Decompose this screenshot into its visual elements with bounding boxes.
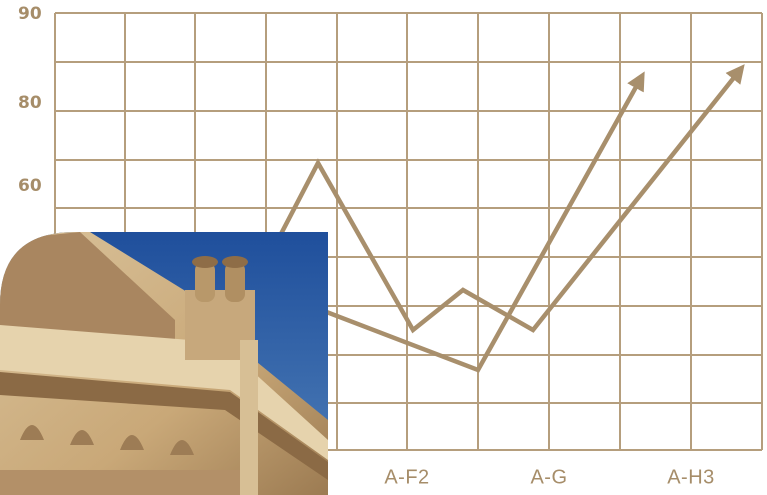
y-axis-label: 90 xyxy=(18,4,42,24)
trend-line xyxy=(289,71,645,373)
y-axis-label: 80 xyxy=(18,93,42,113)
x-axis-label: A-G xyxy=(530,466,567,488)
x-axis-label: A-H3 xyxy=(667,466,715,488)
x-axis-label: A-F2 xyxy=(384,466,429,488)
photo xyxy=(0,232,328,495)
y-axis-label: 60 xyxy=(18,176,42,196)
trend-line xyxy=(268,64,745,334)
